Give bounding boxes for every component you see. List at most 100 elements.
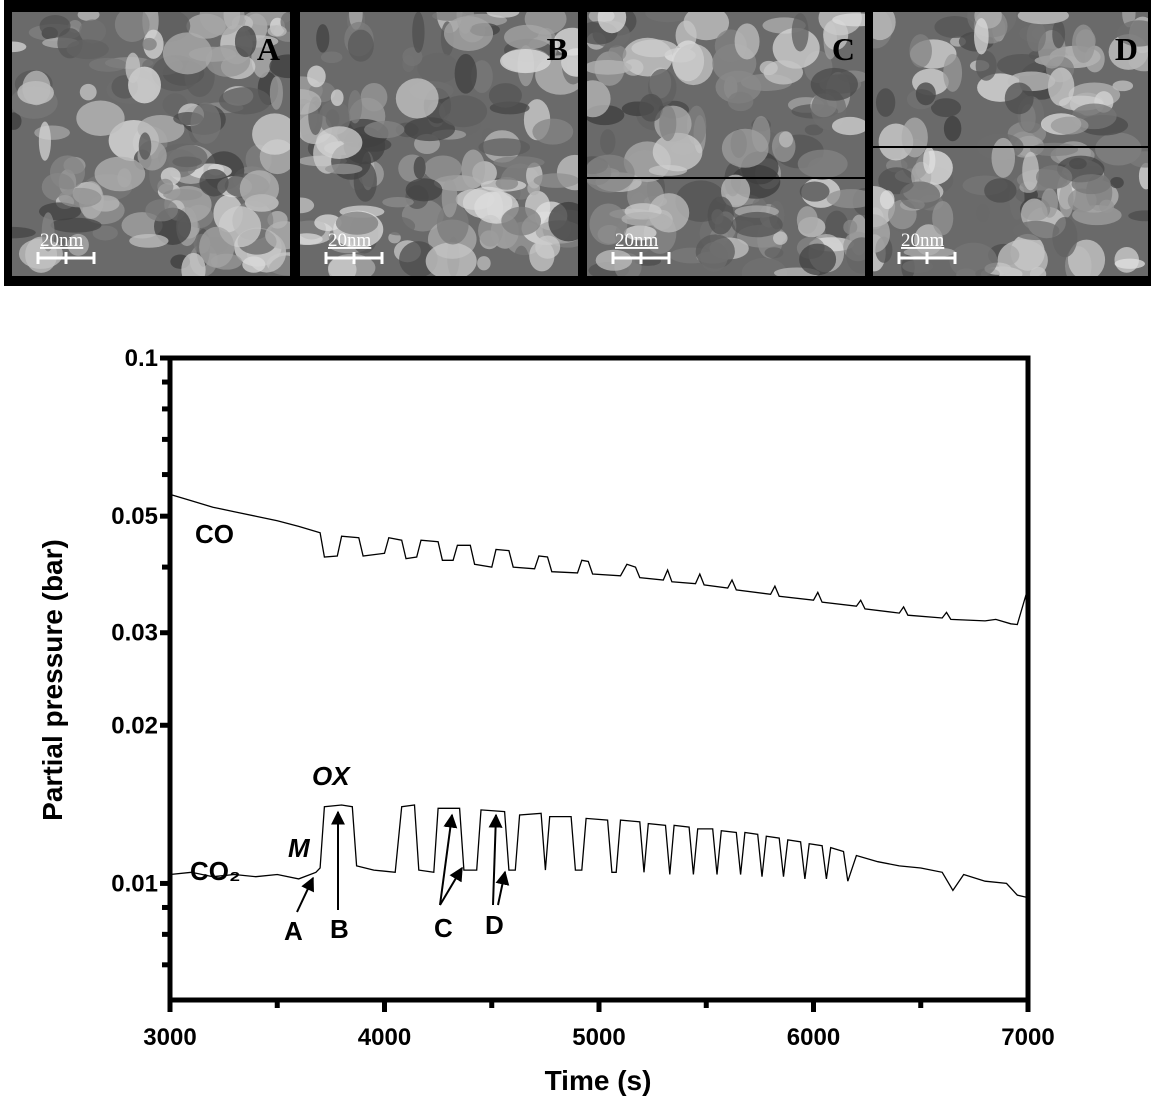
grain [89,57,127,72]
grain [504,24,552,50]
annotation: A [284,916,303,946]
grain [1099,199,1115,214]
image-label: D [1115,31,1138,67]
grain [320,51,343,64]
grain [316,126,363,159]
grain [12,41,27,53]
annotation-arrow [296,876,314,913]
grain [533,173,578,188]
grain [731,211,783,238]
grain [138,132,152,160]
x-tick-label: 4000 [358,1024,411,1051]
grain [652,132,703,172]
grain [500,48,551,74]
grain [395,78,439,119]
grain [778,131,794,148]
grain [501,206,542,236]
grain [623,225,657,241]
annotation: D [485,910,504,940]
x-tick-label: 5000 [572,1024,625,1051]
stm-image [873,12,1148,276]
grain [364,120,405,139]
grain [810,67,858,101]
grain [1112,80,1134,92]
grain [12,112,22,130]
grain [621,211,666,227]
grain [493,156,545,169]
grain [873,12,896,41]
grain [461,149,486,189]
grain [875,88,896,117]
grain [79,83,97,101]
grain [413,156,426,180]
grain [335,211,379,235]
grain [721,128,769,168]
grain [438,95,488,128]
grain [879,190,895,210]
grain [683,12,730,41]
grain [454,53,477,94]
grain [727,91,754,112]
grain [1035,165,1073,189]
annotation-arrow [488,813,503,906]
grain [659,105,677,142]
grain [1138,162,1148,190]
grain [38,121,51,161]
x-tick-label: 6000 [787,1024,840,1051]
grain [996,53,1048,77]
grain [527,181,541,196]
y-tick-label: 0.01 [111,870,158,897]
grain [267,25,287,37]
grain [425,242,477,276]
grain [41,212,55,252]
grain [673,43,714,86]
grain [471,60,493,94]
scale-label: 20nm [901,230,945,251]
grain [909,34,932,68]
grain [137,114,185,143]
grain [316,24,330,53]
grain [1067,188,1097,213]
grain [764,247,784,259]
grain [488,83,522,108]
grain [163,188,203,201]
grain [234,25,257,58]
grain [589,203,628,246]
grain [12,226,36,239]
series-label: CO₂ [190,856,241,886]
grain [79,19,106,44]
grain [1067,239,1106,276]
scale-bar [36,252,96,264]
annotation: M [288,833,311,863]
grain [382,216,416,236]
grain [114,12,150,42]
grain [799,181,830,202]
grain [242,256,266,273]
grain [1117,20,1148,47]
grain [76,100,125,136]
grain [145,199,178,222]
grain [199,226,235,268]
annotation-arrow [495,870,510,906]
grain [1052,20,1066,49]
grain [412,12,425,53]
grain [532,118,574,145]
grain [1026,20,1046,52]
grain [796,206,818,234]
grain [39,15,71,38]
series-line [169,493,1029,626]
grain [219,87,271,115]
grain [190,102,222,144]
annotation: C [434,913,453,943]
image-label: C [832,31,855,67]
grain [631,39,678,58]
series-line [169,804,1029,899]
grain [67,233,89,256]
grain [1047,67,1075,107]
annotation: OX [312,761,351,791]
grain [58,187,102,208]
grain [347,29,374,62]
grain [49,155,86,190]
grain [832,13,865,27]
